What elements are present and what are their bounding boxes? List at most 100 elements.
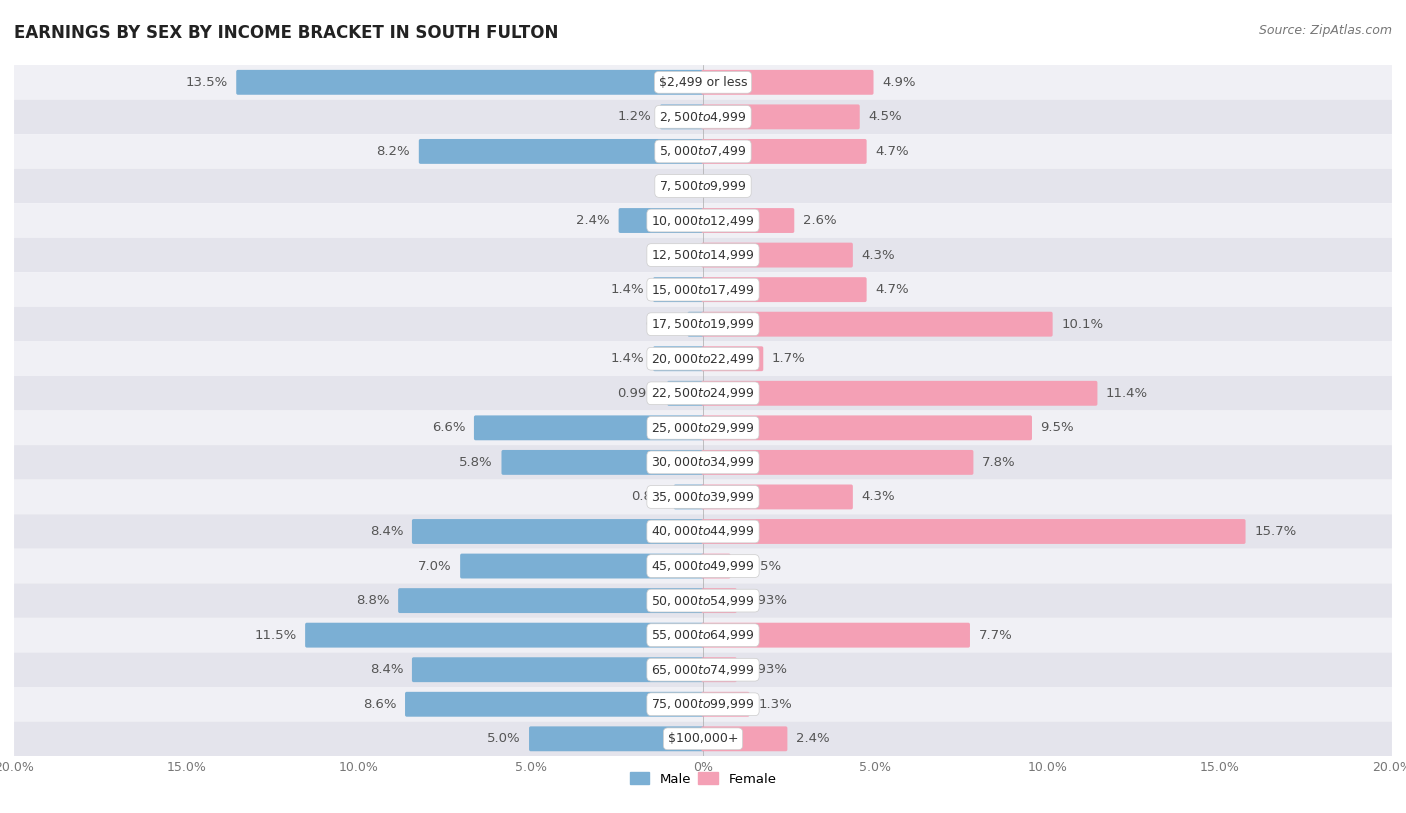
Text: 4.7%: 4.7% bbox=[875, 283, 908, 296]
FancyBboxPatch shape bbox=[14, 99, 1392, 134]
Text: 4.9%: 4.9% bbox=[882, 76, 915, 89]
Text: 2.6%: 2.6% bbox=[803, 214, 837, 227]
FancyBboxPatch shape bbox=[702, 519, 1246, 544]
FancyBboxPatch shape bbox=[305, 623, 704, 648]
FancyBboxPatch shape bbox=[702, 139, 866, 164]
FancyBboxPatch shape bbox=[702, 623, 970, 648]
Text: 10.1%: 10.1% bbox=[1062, 318, 1104, 331]
Text: 15.7%: 15.7% bbox=[1254, 525, 1296, 538]
FancyBboxPatch shape bbox=[14, 237, 1392, 272]
Text: $65,000 to $74,999: $65,000 to $74,999 bbox=[651, 663, 755, 676]
Text: 6.6%: 6.6% bbox=[432, 421, 465, 434]
Text: 1.3%: 1.3% bbox=[758, 698, 792, 711]
Text: EARNINGS BY SEX BY INCOME BRACKET IN SOUTH FULTON: EARNINGS BY SEX BY INCOME BRACKET IN SOU… bbox=[14, 24, 558, 42]
FancyBboxPatch shape bbox=[652, 346, 704, 372]
FancyBboxPatch shape bbox=[702, 588, 737, 613]
Legend: Male, Female: Male, Female bbox=[624, 767, 782, 791]
Text: 5.8%: 5.8% bbox=[460, 456, 494, 469]
FancyBboxPatch shape bbox=[702, 450, 973, 475]
Text: 1.2%: 1.2% bbox=[617, 111, 651, 124]
Text: $2,500 to $4,999: $2,500 to $4,999 bbox=[659, 110, 747, 124]
Text: 1.7%: 1.7% bbox=[772, 352, 806, 365]
FancyBboxPatch shape bbox=[702, 311, 1053, 337]
Text: 7.8%: 7.8% bbox=[981, 456, 1015, 469]
FancyBboxPatch shape bbox=[14, 307, 1392, 341]
FancyBboxPatch shape bbox=[619, 208, 704, 233]
Text: $30,000 to $34,999: $30,000 to $34,999 bbox=[651, 455, 755, 469]
Text: $100,000+: $100,000+ bbox=[668, 733, 738, 746]
FancyBboxPatch shape bbox=[688, 311, 704, 337]
Text: 11.5%: 11.5% bbox=[254, 628, 297, 641]
Text: $17,500 to $19,999: $17,500 to $19,999 bbox=[651, 317, 755, 331]
FancyBboxPatch shape bbox=[14, 722, 1392, 756]
Text: 0.0%: 0.0% bbox=[713, 180, 747, 193]
Text: 8.4%: 8.4% bbox=[370, 663, 404, 676]
FancyBboxPatch shape bbox=[398, 588, 704, 613]
FancyBboxPatch shape bbox=[673, 485, 704, 510]
Text: 0.93%: 0.93% bbox=[745, 663, 787, 676]
Text: $2,499 or less: $2,499 or less bbox=[659, 76, 747, 89]
Text: 1.4%: 1.4% bbox=[610, 283, 644, 296]
FancyBboxPatch shape bbox=[702, 346, 763, 372]
Text: $20,000 to $22,499: $20,000 to $22,499 bbox=[651, 352, 755, 366]
FancyBboxPatch shape bbox=[419, 139, 704, 164]
Text: $15,000 to $17,499: $15,000 to $17,499 bbox=[651, 283, 755, 297]
FancyBboxPatch shape bbox=[14, 341, 1392, 376]
Text: 7.0%: 7.0% bbox=[418, 559, 451, 572]
FancyBboxPatch shape bbox=[14, 652, 1392, 687]
Text: $55,000 to $64,999: $55,000 to $64,999 bbox=[651, 628, 755, 642]
Text: 4.5%: 4.5% bbox=[869, 111, 903, 124]
FancyBboxPatch shape bbox=[14, 515, 1392, 549]
Text: 7.7%: 7.7% bbox=[979, 628, 1012, 641]
Text: 13.5%: 13.5% bbox=[186, 76, 228, 89]
Text: 2.4%: 2.4% bbox=[796, 733, 830, 746]
FancyBboxPatch shape bbox=[529, 726, 704, 751]
Text: 8.2%: 8.2% bbox=[377, 145, 411, 158]
Text: 4.7%: 4.7% bbox=[875, 145, 908, 158]
Text: 0.0%: 0.0% bbox=[659, 249, 693, 262]
Text: Source: ZipAtlas.com: Source: ZipAtlas.com bbox=[1258, 24, 1392, 37]
FancyBboxPatch shape bbox=[14, 446, 1392, 480]
FancyBboxPatch shape bbox=[702, 657, 737, 682]
Text: $75,000 to $99,999: $75,000 to $99,999 bbox=[651, 698, 755, 711]
Text: 0.93%: 0.93% bbox=[745, 594, 787, 607]
FancyBboxPatch shape bbox=[652, 277, 704, 302]
Text: $35,000 to $39,999: $35,000 to $39,999 bbox=[651, 490, 755, 504]
Text: 5.0%: 5.0% bbox=[486, 733, 520, 746]
FancyBboxPatch shape bbox=[702, 104, 859, 129]
Text: $50,000 to $54,999: $50,000 to $54,999 bbox=[651, 593, 755, 607]
FancyBboxPatch shape bbox=[702, 726, 787, 751]
FancyBboxPatch shape bbox=[405, 692, 704, 717]
FancyBboxPatch shape bbox=[14, 687, 1392, 722]
FancyBboxPatch shape bbox=[14, 480, 1392, 515]
Text: 9.5%: 9.5% bbox=[1040, 421, 1074, 434]
Text: 4.3%: 4.3% bbox=[862, 490, 896, 503]
FancyBboxPatch shape bbox=[412, 657, 704, 682]
Text: 8.6%: 8.6% bbox=[363, 698, 396, 711]
Text: 8.4%: 8.4% bbox=[370, 525, 404, 538]
FancyBboxPatch shape bbox=[702, 380, 1098, 406]
FancyBboxPatch shape bbox=[702, 208, 794, 233]
FancyBboxPatch shape bbox=[702, 415, 1032, 441]
FancyBboxPatch shape bbox=[14, 376, 1392, 411]
Text: 0.8%: 0.8% bbox=[631, 490, 665, 503]
Text: $10,000 to $12,499: $10,000 to $12,499 bbox=[651, 214, 755, 228]
Text: $7,500 to $9,999: $7,500 to $9,999 bbox=[659, 179, 747, 193]
FancyBboxPatch shape bbox=[702, 242, 853, 267]
FancyBboxPatch shape bbox=[474, 415, 704, 441]
FancyBboxPatch shape bbox=[702, 485, 853, 510]
FancyBboxPatch shape bbox=[668, 380, 704, 406]
FancyBboxPatch shape bbox=[236, 70, 704, 95]
FancyBboxPatch shape bbox=[14, 549, 1392, 584]
FancyBboxPatch shape bbox=[14, 203, 1392, 237]
FancyBboxPatch shape bbox=[14, 272, 1392, 307]
Text: 0.75%: 0.75% bbox=[740, 559, 782, 572]
Text: $5,000 to $7,499: $5,000 to $7,499 bbox=[659, 145, 747, 159]
FancyBboxPatch shape bbox=[502, 450, 704, 475]
FancyBboxPatch shape bbox=[14, 65, 1392, 99]
Text: 0.99%: 0.99% bbox=[617, 387, 658, 400]
FancyBboxPatch shape bbox=[702, 554, 731, 579]
Text: 8.8%: 8.8% bbox=[356, 594, 389, 607]
Text: 1.4%: 1.4% bbox=[610, 352, 644, 365]
Text: $45,000 to $49,999: $45,000 to $49,999 bbox=[651, 559, 755, 573]
